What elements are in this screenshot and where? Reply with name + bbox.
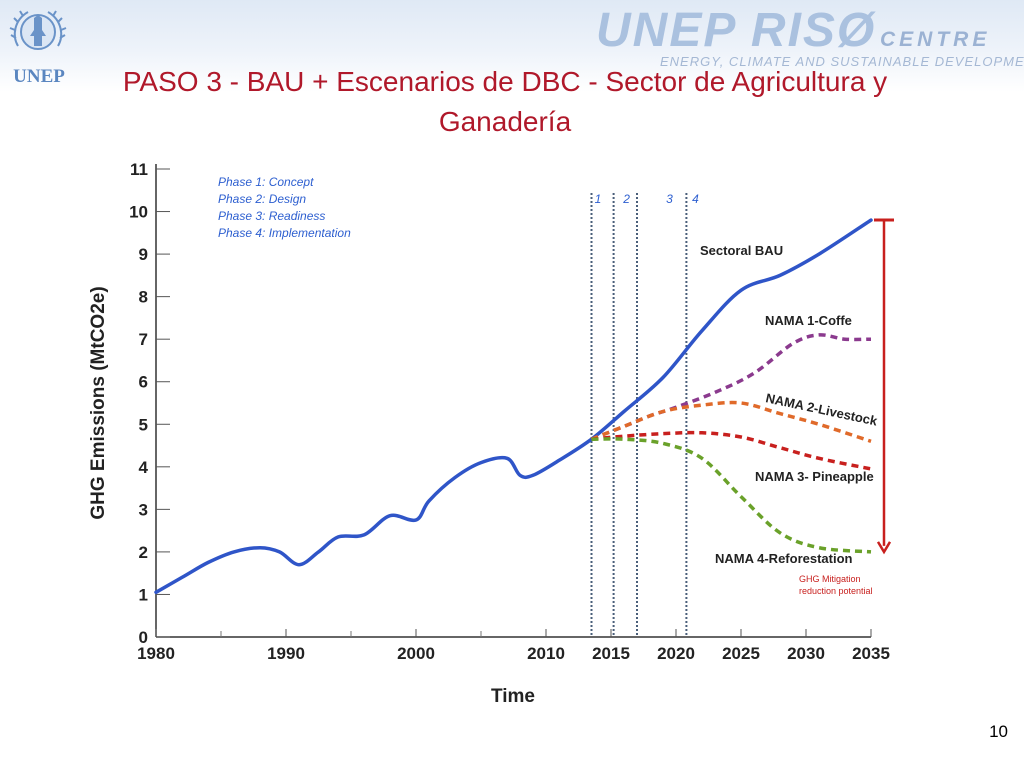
x-tick-label: 2010 [527, 644, 565, 663]
y-tick-label: 6 [139, 373, 148, 392]
phase-marker-label: 2 [622, 192, 630, 206]
y-tick-label: 7 [139, 330, 148, 349]
phase-marker-label: 1 [595, 192, 602, 206]
slide-title: PASO 3 - BAU + Escenarios de DBC - Secto… [122, 66, 888, 137]
x-tick-label: 2035 [852, 644, 890, 663]
x-tick-label: 2020 [657, 644, 695, 663]
phase-legend-item: Phase 1: Concept [218, 175, 314, 189]
phase-marker-label: 3 [666, 192, 673, 206]
series-line-2 [590, 333, 872, 441]
y-tick-label: 2 [139, 543, 148, 562]
y-tick-label: 5 [139, 415, 148, 434]
phase-marker-label: 4 [692, 192, 699, 206]
header-background [0, 0, 1024, 92]
phase-legend-item: Phase 2: Design [218, 192, 306, 206]
phase-legend-item: Phase 4: Implementation [218, 226, 351, 240]
y-tick-label: 4 [139, 458, 149, 477]
y-tick-label: 10 [129, 203, 148, 222]
riso-logo-centre: CENTRE [880, 28, 991, 51]
series-label-2: NAMA 1-Coffe [765, 313, 852, 328]
x-tick-label: 1980 [137, 644, 175, 663]
y-tick-label: 9 [139, 245, 148, 264]
y-tick-label: 3 [139, 500, 148, 519]
phase-legend-item: Phase 3: Readiness [218, 209, 325, 223]
series-label-4: NAMA 3- Pineapple [755, 469, 874, 484]
mitigation-label-line2: reduction potential [799, 586, 873, 596]
y-tick-label: 11 [130, 160, 148, 179]
x-tick-label: 2030 [787, 644, 825, 663]
riso-logo-main: UNEP RISØ [596, 4, 877, 57]
series-line-5 [591, 437, 872, 554]
x-tick-label: 2015 [592, 644, 630, 663]
y-axis-title: GHG Emissions (MtCO2e) [88, 286, 109, 519]
series-label-1: Sectoral BAU [700, 243, 783, 258]
series-line-3 [590, 400, 872, 443]
x-tick-label: 2000 [397, 644, 435, 663]
series-line-1 [154, 218, 873, 595]
x-tick-label: 2025 [722, 644, 760, 663]
series-label-5: NAMA 4-Reforestation [715, 551, 853, 566]
y-tick-label: 8 [139, 288, 148, 307]
x-axis-title: Time [491, 686, 535, 707]
unep-logo-icon [9, 10, 67, 50]
unep-logo-text: UNEP [13, 66, 65, 87]
x-tick-label: 1990 [267, 644, 305, 663]
riso-logo-tagline: ENERGY, CLIMATE AND SUSTAINABLE DEVELOPM… [660, 54, 1024, 69]
series-label-3: NAMA 2-Livestock [764, 390, 879, 428]
y-tick-label: 1 [139, 585, 148, 604]
page-number: 10 [989, 722, 1008, 741]
mitigation-label-line1: GHG Mitigation [799, 574, 861, 584]
y-tick-label: 0 [139, 628, 148, 647]
mitigation-arrow-head [876, 541, 892, 555]
